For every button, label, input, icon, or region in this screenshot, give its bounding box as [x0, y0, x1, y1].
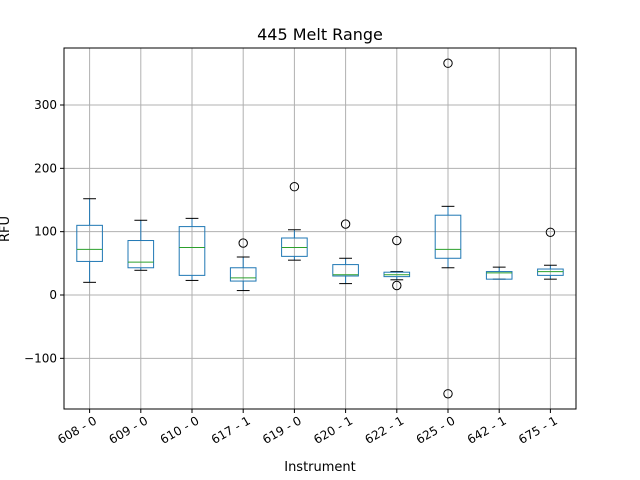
- y-tick-label: 0: [49, 288, 57, 302]
- outlier-point: [392, 280, 402, 291]
- outlier-point: [392, 235, 402, 246]
- y-tick-label: 300: [34, 98, 57, 112]
- outlier-point: [545, 227, 556, 238]
- x-tick-label: 617 - 1: [209, 413, 253, 446]
- box-iqr: [434, 214, 462, 259]
- plot-area-frame: [63, 47, 577, 410]
- box-group: [332, 219, 359, 285]
- box-group: [76, 198, 103, 283]
- box-group: [127, 219, 155, 271]
- box-iqr: [537, 268, 564, 276]
- outlier-point: [443, 58, 453, 68]
- x-tick-label: 622 - 1: [362, 413, 406, 446]
- y-axis-label: RFU: [0, 216, 13, 242]
- x-tick-label: 620 - 1: [311, 413, 355, 446]
- box-iqr: [332, 264, 359, 277]
- box-group: [178, 217, 206, 281]
- x-tick-label: 609 - 0: [106, 413, 150, 446]
- box-group: [537, 227, 564, 280]
- box-iqr: [178, 226, 206, 276]
- box-iqr: [229, 267, 257, 282]
- box-iqr: [127, 240, 155, 269]
- outlier-point: [289, 182, 300, 192]
- x-axis-label: Instrument: [284, 460, 356, 475]
- chart-title: 445 Melt Range: [257, 25, 383, 44]
- outlier-point: [340, 219, 351, 229]
- y-tick-label: −100: [24, 351, 57, 365]
- y-tick-label: 200: [34, 161, 57, 175]
- x-tick-label: 625 - 0: [414, 413, 458, 446]
- x-tick-label: 619 - 0: [260, 413, 304, 446]
- grid-layer: [64, 48, 576, 409]
- box-group: [434, 58, 462, 399]
- x-ticks: 608 - 0 609 - 0 610 - 0 617 - 1 619 - 0 620 -…: [55, 409, 560, 447]
- x-tick-label: 610 - 0: [158, 413, 202, 446]
- outlier-point: [443, 389, 453, 399]
- box-iqr: [76, 224, 103, 262]
- outlier-point: [238, 238, 248, 248]
- box-group: [383, 235, 411, 291]
- box-group: [229, 238, 257, 292]
- box-group: [485, 266, 513, 280]
- box-group: [281, 182, 308, 261]
- box-iqr: [485, 271, 513, 280]
- y-ticks: −100 0 100 200 300: [24, 98, 64, 365]
- x-tick-label: 608 - 0: [55, 413, 99, 446]
- boxes-layer: [76, 58, 564, 399]
- y-tick-label: 100: [34, 225, 57, 239]
- x-tick-label: 675 - 1: [516, 413, 560, 446]
- x-tick-label: 642 - 1: [465, 413, 509, 446]
